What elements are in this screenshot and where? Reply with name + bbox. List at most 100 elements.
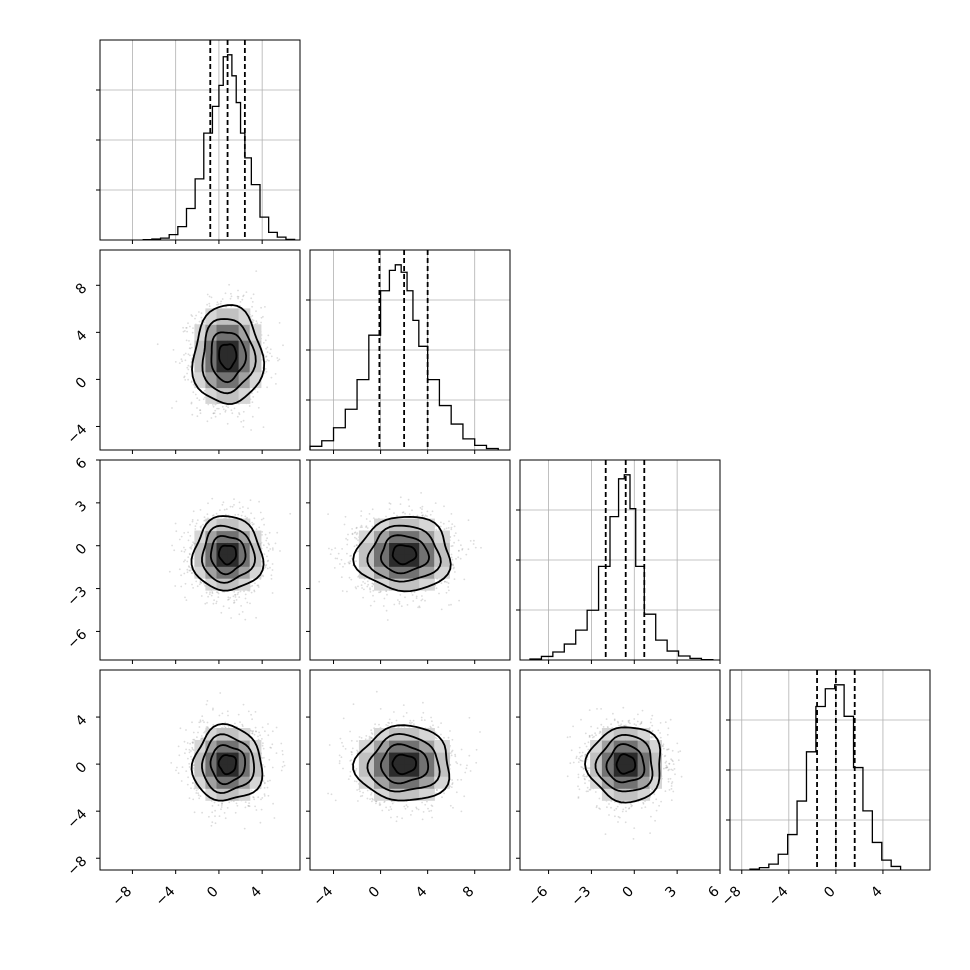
scatter-point <box>354 536 356 539</box>
scatter-point <box>357 585 359 588</box>
scatter-point <box>261 534 263 536</box>
scatter-point <box>156 343 159 346</box>
scatter-point <box>266 546 268 549</box>
scatter-point <box>256 391 259 393</box>
contour-1-0-3 <box>191 304 266 405</box>
scatter-point <box>191 544 194 546</box>
scatter-point <box>196 415 199 418</box>
scatter-point <box>421 514 424 517</box>
scatter-point <box>220 611 223 614</box>
hist-3-frame <box>729 669 931 871</box>
scatter-point <box>187 539 190 542</box>
density-cell <box>194 566 207 579</box>
scatter-point <box>361 526 363 528</box>
scatter-point <box>457 556 460 559</box>
scatter-point <box>192 587 195 589</box>
scatter-point <box>239 507 241 510</box>
scatter-point <box>194 528 197 530</box>
scatter-point <box>393 603 396 606</box>
scatter-point <box>185 339 188 342</box>
scatter-point <box>185 599 188 601</box>
scatter-point <box>221 298 224 300</box>
scatter-point <box>369 604 372 607</box>
scatter-point <box>461 548 464 551</box>
scatter-point <box>224 292 227 295</box>
scatter-point <box>379 590 382 593</box>
scatter-point <box>270 355 273 358</box>
scatter-point <box>208 593 211 595</box>
scatter-point <box>242 294 245 297</box>
scatter-point <box>266 351 269 353</box>
scatter-point <box>204 584 206 587</box>
scatter-point <box>266 560 269 563</box>
scatter-point <box>198 399 201 401</box>
scatter-point <box>241 611 244 613</box>
scatter-point <box>199 581 202 584</box>
scatter-point <box>250 297 253 300</box>
hist-1-frame <box>309 249 511 451</box>
scatter-point <box>206 602 208 604</box>
scatter-point <box>399 496 402 499</box>
density-cell <box>238 530 251 543</box>
scatter-point <box>330 548 333 551</box>
contour-1-0-0 <box>218 343 238 371</box>
scatter-point <box>443 505 445 508</box>
scatter-point <box>238 412 240 414</box>
scatter-point <box>418 605 421 608</box>
scatter-point <box>267 550 270 552</box>
scatter-point <box>253 517 256 520</box>
scatter-point <box>412 600 415 602</box>
scatter-point <box>222 605 225 608</box>
scatter-point <box>267 542 270 545</box>
scatter-point <box>195 580 198 583</box>
scatter-point <box>372 583 375 585</box>
scatter-point <box>210 594 213 597</box>
scatter-point <box>422 514 424 517</box>
scatter-point <box>208 295 211 298</box>
scatter-point <box>228 283 231 286</box>
scatter-point <box>198 583 201 586</box>
scatter-point <box>388 502 391 504</box>
density-cell <box>205 566 218 579</box>
scatter-point <box>263 372 266 375</box>
scatter-point <box>240 420 243 423</box>
scatter-point <box>454 532 457 534</box>
scatter-point <box>269 566 271 569</box>
density-cell <box>194 542 207 555</box>
density-cell <box>249 324 262 341</box>
scatter-point <box>347 561 350 564</box>
scatter-point <box>472 543 475 545</box>
scatter-point <box>282 344 284 347</box>
scatter-point <box>212 404 214 406</box>
scatter-point <box>371 585 374 588</box>
scatter-point <box>188 552 191 555</box>
density-cell <box>205 324 218 341</box>
scatter-point <box>198 320 201 323</box>
scatter-point <box>249 602 251 605</box>
scatter-point <box>191 520 194 523</box>
density-cell <box>205 530 218 543</box>
scatter-point <box>199 580 202 582</box>
scatter-point <box>270 574 273 577</box>
scatter-point <box>233 599 236 602</box>
scatter-point <box>239 301 242 303</box>
scatter-point <box>184 352 187 355</box>
scatter-point <box>187 353 190 356</box>
density-cell <box>249 566 262 579</box>
scatter-point <box>265 539 268 542</box>
scatter-point <box>234 594 237 596</box>
scatter-point <box>266 555 268 558</box>
scatter-point <box>181 360 184 363</box>
scatter-point <box>413 591 416 594</box>
scatter-point <box>250 512 253 515</box>
scatter-point <box>253 589 256 592</box>
hist-panel-3 <box>726 669 931 874</box>
scatter-point <box>351 533 354 536</box>
scatter-point <box>271 563 274 565</box>
scatter-point <box>225 405 228 408</box>
scatter-point <box>278 358 281 361</box>
scatter-point <box>230 617 233 619</box>
scatter-point <box>257 406 260 409</box>
scatter-point <box>420 492 422 494</box>
scatter-point <box>265 347 267 350</box>
